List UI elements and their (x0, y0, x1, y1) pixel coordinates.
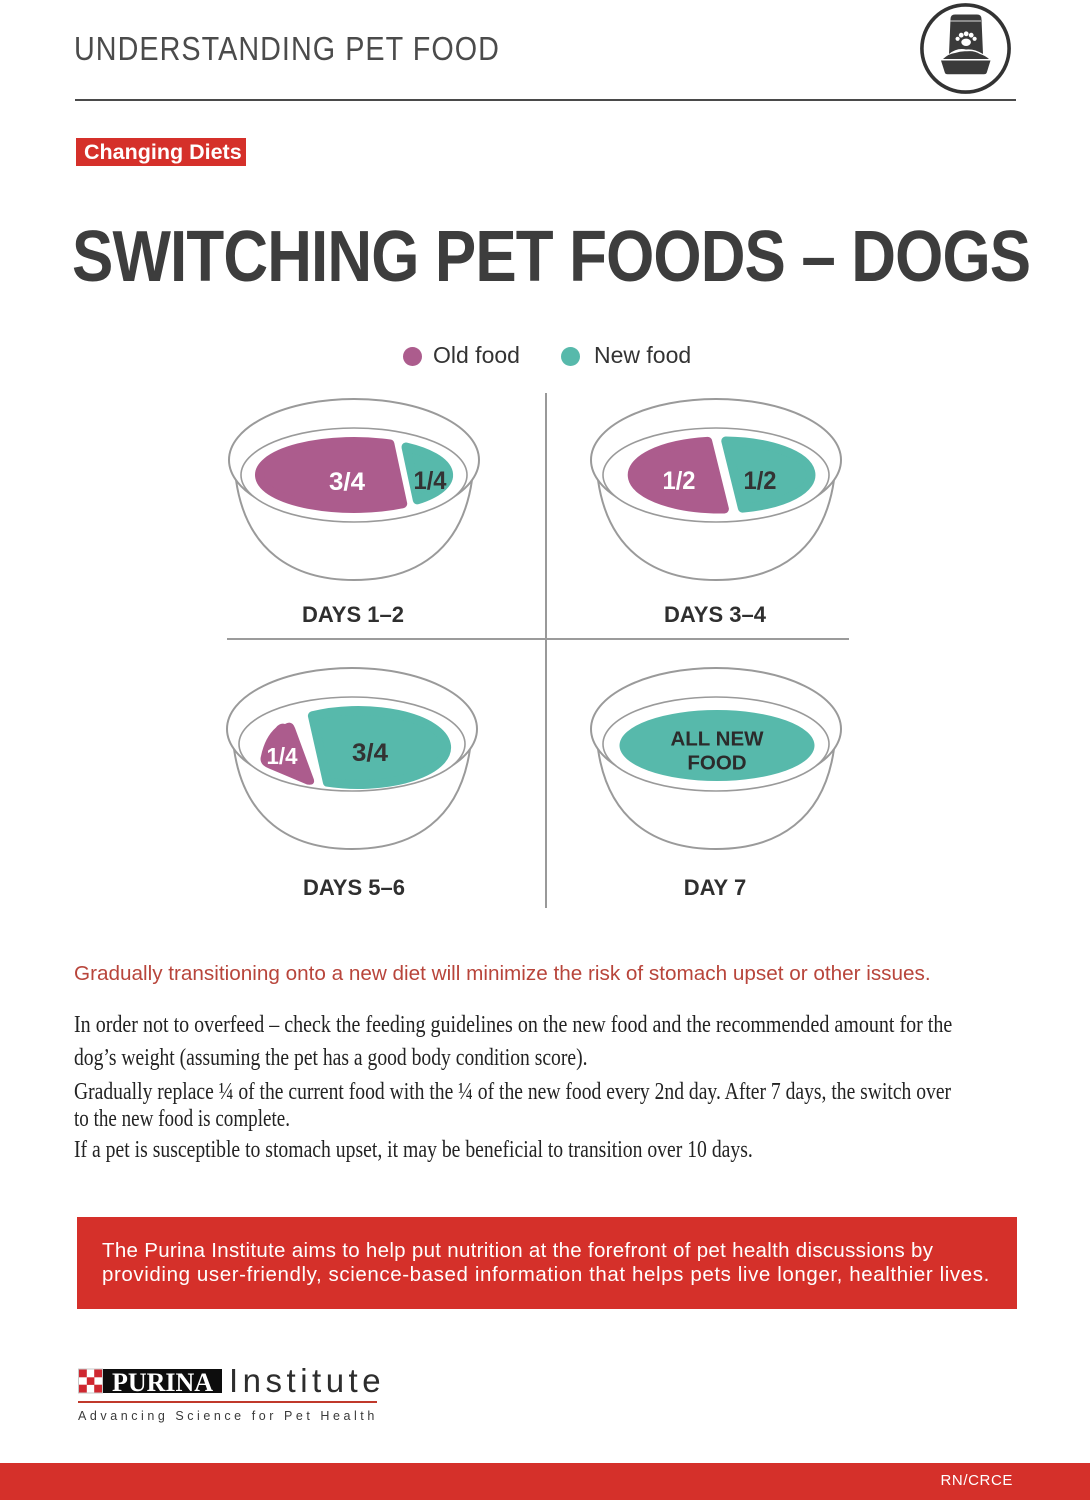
svg-text:1/4: 1/4 (267, 743, 298, 769)
svg-text:FOOD: FOOD (687, 752, 746, 775)
svg-text:3/4: 3/4 (329, 468, 365, 496)
svg-text:1/2: 1/2 (663, 467, 696, 495)
svg-text:1/2: 1/2 (744, 467, 777, 495)
svg-text:3/4: 3/4 (352, 739, 388, 767)
svg-text:1/4: 1/4 (414, 467, 447, 495)
svg-text:PURINA: PURINA (112, 1368, 213, 1396)
svg-text:ALL NEW: ALL NEW (670, 728, 764, 751)
svg-text:Institute: Institute (229, 1368, 385, 1396)
